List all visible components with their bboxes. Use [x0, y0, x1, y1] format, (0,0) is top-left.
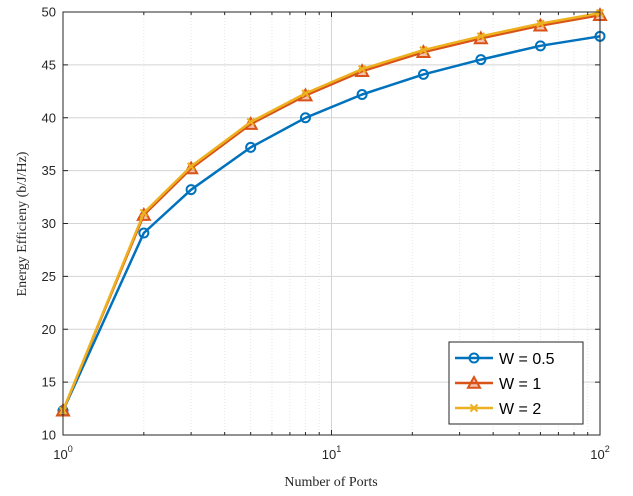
- data-point: [299, 112, 311, 124]
- y-axis-title: Energy Efficieny (b/J/Hz): [15, 151, 30, 296]
- data-point: [138, 227, 150, 239]
- data-point: [245, 141, 257, 153]
- data-point: [476, 32, 486, 41]
- y-tick-label: 20: [42, 322, 56, 337]
- grid-lines: [63, 12, 600, 435]
- series-1: [57, 30, 606, 417]
- series-3: [58, 8, 605, 415]
- data-point: [357, 64, 367, 74]
- data-point: [534, 40, 546, 52]
- series-line: [61, 13, 601, 412]
- y-tick-label: 15: [42, 375, 56, 390]
- series-line: [61, 11, 601, 412]
- data-point: [475, 54, 487, 66]
- y-tick-label: 35: [42, 163, 56, 178]
- legend-item: W = 2: [455, 401, 541, 418]
- x-axis-title: Number of Ports: [284, 475, 377, 490]
- data-point: [186, 162, 196, 171]
- data-point: [246, 117, 255, 127]
- legend-label: W = 2: [499, 401, 541, 418]
- series-group: [55, 7, 608, 417]
- data-point: [139, 208, 149, 218]
- legend-marker: [468, 352, 480, 364]
- axis-ticks: [63, 11, 600, 436]
- y-tick-label: 40: [42, 110, 56, 125]
- data-point: [419, 45, 428, 55]
- data-point: [185, 184, 197, 196]
- legend-item: W = 1: [455, 374, 541, 393]
- y-tick-label: 30: [42, 216, 56, 231]
- data-point: [417, 68, 429, 80]
- data-point: [536, 19, 545, 28]
- tick-labels: 10 15 20 25 30 35 40 45 50 100 101 102: [42, 5, 610, 463]
- data-point: [301, 89, 310, 98]
- legend-marker: [469, 403, 479, 413]
- y-tick-label: 25: [42, 269, 56, 284]
- legend: W = 0.5 W = 1 W = 2: [448, 341, 584, 425]
- legend-marker: [466, 374, 482, 389]
- series-line: [61, 35, 601, 412]
- x-tick-label: 102: [590, 444, 609, 462]
- y-tick-label: 10: [42, 428, 56, 443]
- legend-label: W = 1: [499, 376, 541, 393]
- data-point: [356, 88, 368, 100]
- x-tick-label: 101: [322, 444, 341, 462]
- y-tick-label: 50: [42, 5, 56, 20]
- y-tick-label: 45: [42, 57, 56, 72]
- legend-item: W = 0.5: [455, 351, 555, 368]
- legend-label: W = 0.5: [499, 351, 555, 368]
- x-tick-label: 100: [53, 444, 72, 462]
